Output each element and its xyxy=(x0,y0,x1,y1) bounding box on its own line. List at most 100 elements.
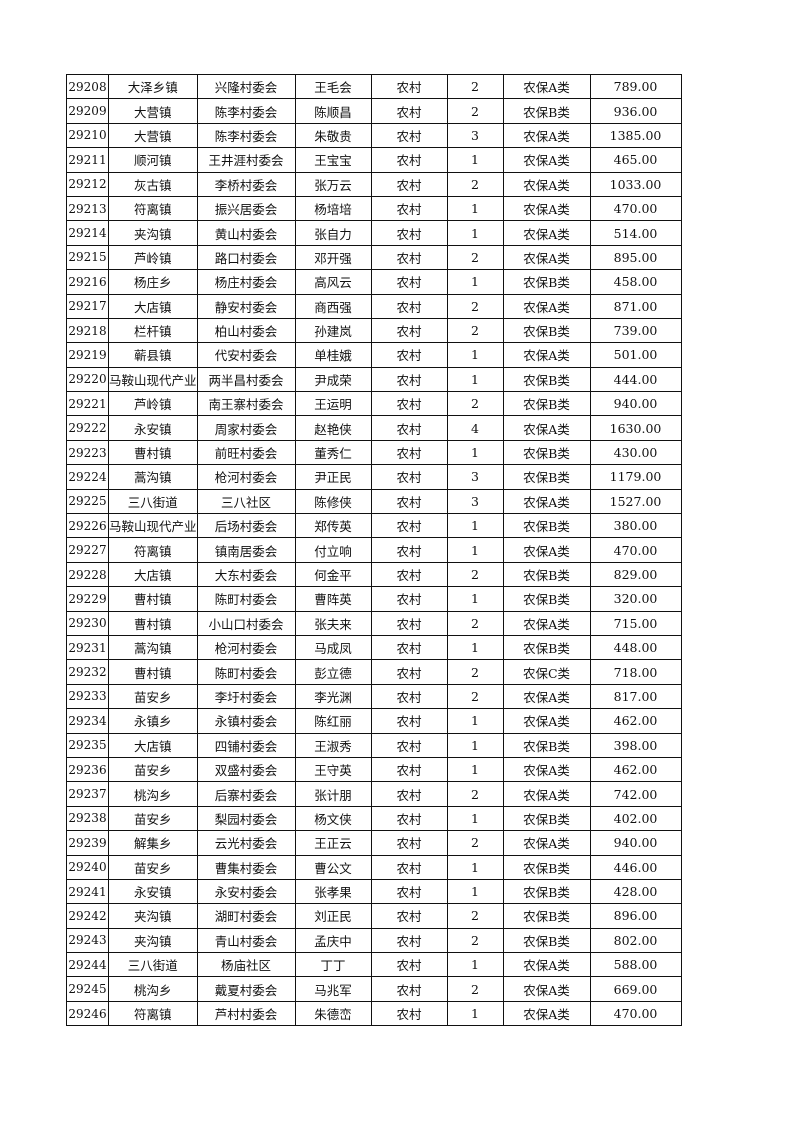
amount: 514.00 xyxy=(613,225,658,241)
record-id-cell: 29230 xyxy=(66,610,109,636)
person-name: 高风云 xyxy=(314,275,352,291)
member-count-cell: 1 xyxy=(446,878,504,905)
household-type: 农村 xyxy=(396,958,422,974)
village-committee-cell: 陈李村委会 xyxy=(196,98,296,124)
household-type: 农村 xyxy=(396,202,422,218)
town: 夹沟镇 xyxy=(134,933,172,949)
amount: 428.00 xyxy=(613,884,658,900)
town: 蒿沟镇 xyxy=(134,641,172,657)
insurance-category-cell: 农保B类 xyxy=(502,586,591,612)
insurance-category: 农保A类 xyxy=(523,494,570,510)
insurance-category: 农保A类 xyxy=(523,689,570,705)
amount: 444.00 xyxy=(613,371,658,387)
person-name: 尹正民 xyxy=(314,470,352,486)
household-type: 农村 xyxy=(396,836,422,852)
person-name: 邓开强 xyxy=(314,250,352,266)
record-id: 29238 xyxy=(68,811,107,826)
table-row: 29244 三八街道 杨庙社区 丁丁 农村 1 农保A类 588.00 xyxy=(66,952,682,978)
record-id: 29226 xyxy=(68,518,107,533)
member-count-cell: 2 xyxy=(446,927,504,954)
town-cell: 曹村镇 xyxy=(108,659,198,685)
insurance-category: 农保B类 xyxy=(523,641,570,657)
village-committee: 两半昌村委会 xyxy=(208,372,284,388)
person-name-cell: 付立响 xyxy=(294,537,372,563)
village-committee: 兴隆村委会 xyxy=(214,80,278,96)
town-cell: 大店镇 xyxy=(108,732,198,758)
member-count: 2 xyxy=(471,664,479,680)
person-name-cell: 张夫来 xyxy=(294,610,372,636)
insurance-category: 农保A类 xyxy=(523,421,570,437)
member-count-cell: 2 xyxy=(446,610,504,636)
member-count-cell: 2 xyxy=(446,293,504,319)
person-name: 张万云 xyxy=(314,177,352,193)
village-committee-cell: 后场村委会 xyxy=(196,513,296,539)
household-type-cell: 农村 xyxy=(370,732,448,758)
record-id-cell: 29235 xyxy=(66,732,109,758)
town: 曹村镇 xyxy=(134,446,172,462)
member-count: 1 xyxy=(471,445,479,461)
amount: 398.00 xyxy=(613,737,658,753)
member-count-cell: 2 xyxy=(446,561,504,588)
household-type-cell: 农村 xyxy=(370,391,448,417)
household-type-cell: 农村 xyxy=(370,781,448,807)
amount-cell: 462.00 xyxy=(589,708,682,734)
village-committee-cell: 李桥村委会 xyxy=(196,171,296,197)
amount: 430.00 xyxy=(613,445,658,461)
amount: 742.00 xyxy=(613,786,658,802)
member-count: 1 xyxy=(471,859,479,875)
household-type: 农村 xyxy=(396,494,422,510)
record-id-cell: 29218 xyxy=(66,317,109,344)
record-id-cell: 29239 xyxy=(66,830,109,856)
person-name-cell: 陈修侠 xyxy=(294,488,372,515)
insurance-category-cell: 农保A类 xyxy=(502,171,591,197)
household-type: 农村 xyxy=(396,348,422,364)
insurance-category: 农保A类 xyxy=(523,177,570,193)
insurance-category-cell: 农保A类 xyxy=(502,293,591,319)
insurance-category: 农保B类 xyxy=(523,324,570,340)
record-id-cell: 29212 xyxy=(66,171,109,197)
town-cell: 夹沟镇 xyxy=(108,220,198,246)
member-count: 1 xyxy=(471,884,479,900)
person-name-cell: 郑传英 xyxy=(294,513,372,539)
amount: 470.00 xyxy=(613,542,658,558)
person-name-cell: 商西强 xyxy=(294,293,372,319)
person-name-cell: 王运明 xyxy=(294,391,372,417)
member-count-cell: 2 xyxy=(446,683,504,710)
table-row: 29226 马鞍山现代产业 后场村委会 郑传英 农村 1 农保B类 380.00 xyxy=(66,513,682,539)
town: 蒿沟镇 xyxy=(134,470,172,486)
member-count-cell: 3 xyxy=(446,488,504,515)
member-count: 2 xyxy=(471,249,479,265)
village-committee: 镇南居委会 xyxy=(214,543,278,559)
member-count: 1 xyxy=(471,152,479,168)
village-committee-cell: 湖町村委会 xyxy=(196,903,296,929)
record-id: 29220 xyxy=(68,372,107,387)
town-cell: 永安镇 xyxy=(108,878,198,905)
town: 大泽乡镇 xyxy=(127,80,178,96)
member-count-cell: 1 xyxy=(446,513,504,539)
insurance-category: 农保A类 xyxy=(523,299,570,315)
town-cell: 桃沟乡 xyxy=(108,781,198,807)
record-id-cell: 29223 xyxy=(66,439,109,466)
record-id: 29240 xyxy=(68,860,107,875)
town: 栏杆镇 xyxy=(134,324,172,340)
village-committee-cell: 前旺村委会 xyxy=(196,439,296,466)
record-id: 29210 xyxy=(68,128,107,143)
table-row: 29238 苗安乡 梨园村委会 杨文侠 农村 1 农保B类 402.00 xyxy=(66,805,682,832)
person-name: 单桂娥 xyxy=(314,348,352,364)
insurance-category: 农保B类 xyxy=(523,592,570,608)
member-count-cell: 2 xyxy=(446,317,504,344)
member-count: 1 xyxy=(471,737,479,753)
amount-cell: 718.00 xyxy=(589,659,682,685)
town-cell: 大店镇 xyxy=(108,293,198,319)
person-name: 朱敬贵 xyxy=(314,128,352,144)
town-cell: 永安镇 xyxy=(108,415,198,441)
household-type: 农村 xyxy=(396,250,422,266)
member-count: 2 xyxy=(471,176,479,192)
person-name-cell: 何金平 xyxy=(294,561,372,588)
village-committee: 枪河村委会 xyxy=(214,470,278,486)
household-type-cell: 农村 xyxy=(370,415,448,441)
person-name-cell: 张计朋 xyxy=(294,781,372,807)
record-id-cell: 29217 xyxy=(66,293,109,319)
person-name: 王正云 xyxy=(314,836,352,852)
village-committee-cell: 黄山村委会 xyxy=(196,220,296,246)
